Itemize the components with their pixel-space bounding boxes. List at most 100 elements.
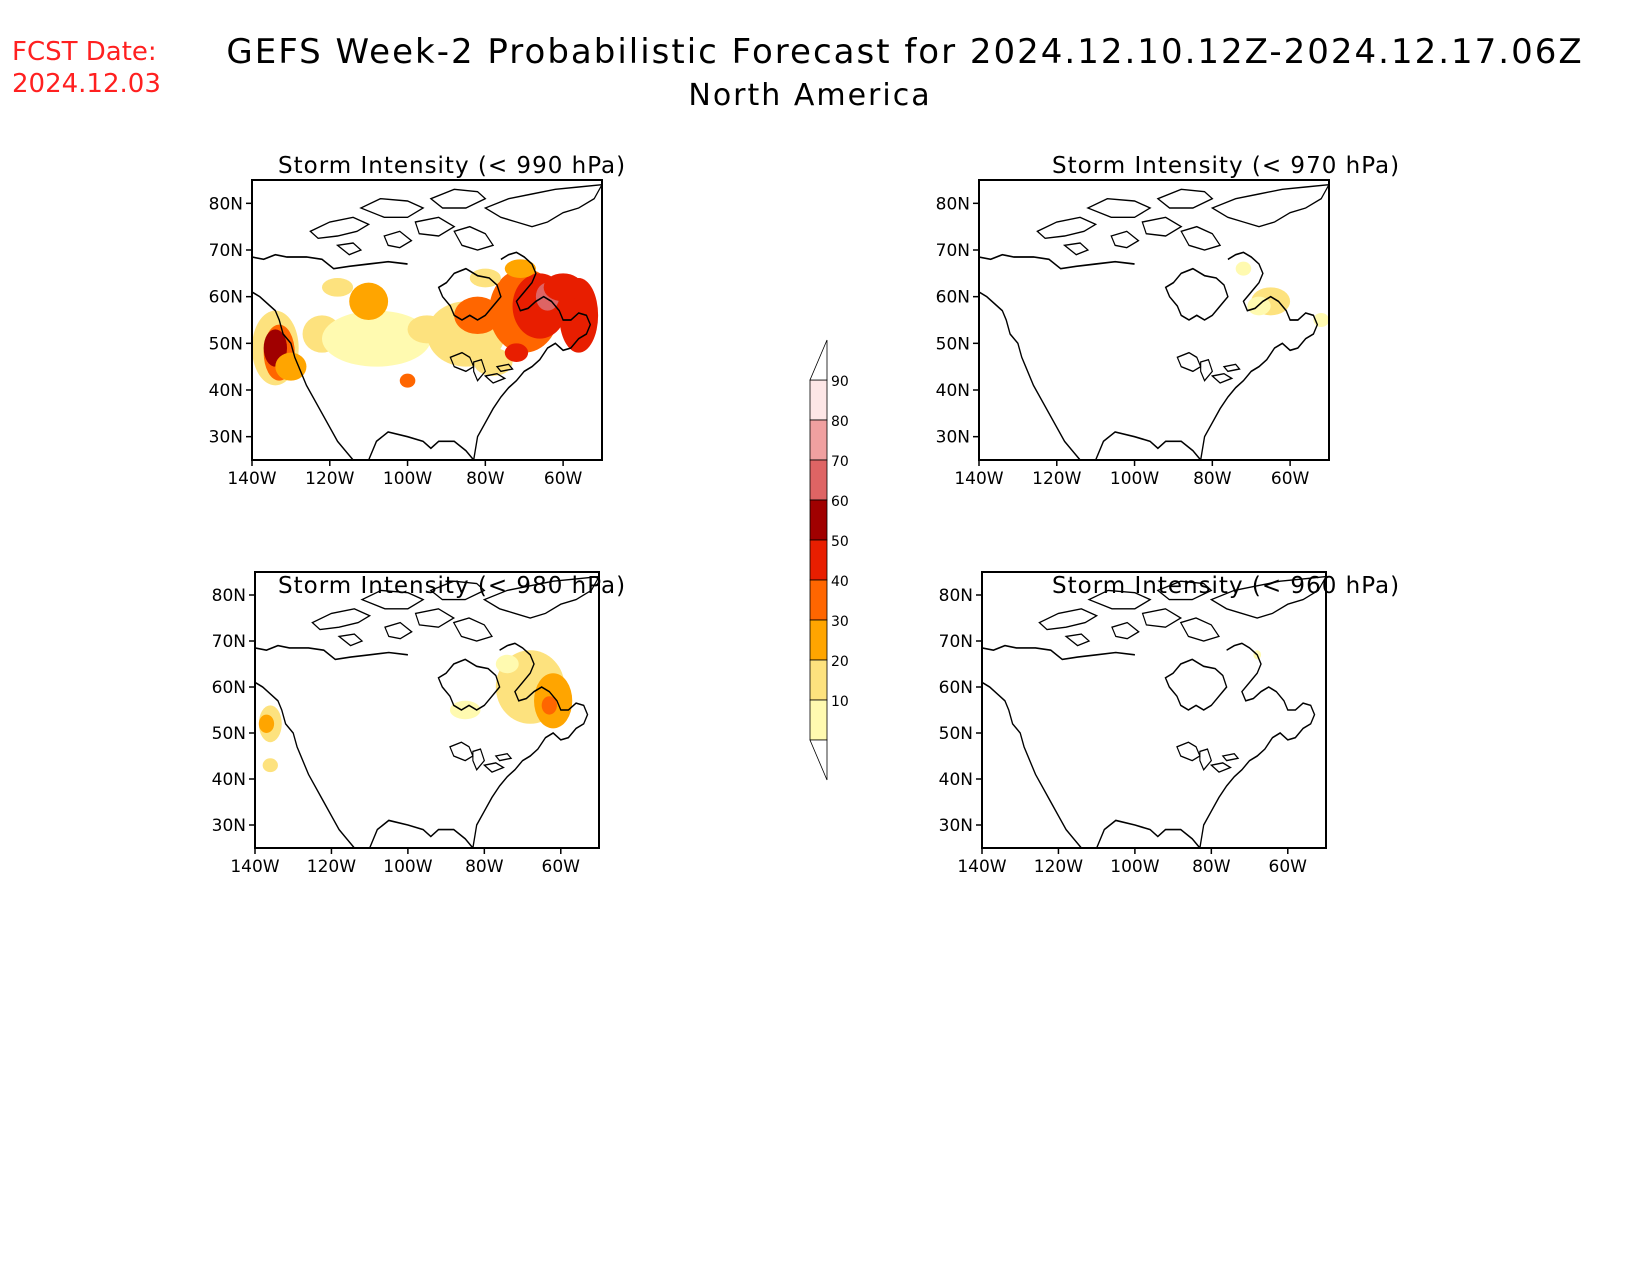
colorbar: 10 20 30 40 50 60 70 80 90: [809, 339, 849, 781]
lon-label: 140W: [957, 857, 1006, 877]
probability-shade: [543, 273, 583, 302]
lon-label: 60W: [544, 469, 583, 489]
probability-shade: [1235, 261, 1252, 276]
colorbar-segment: [809, 619, 828, 661]
lon-label: 60W: [1269, 857, 1308, 877]
fcst-date-label: FCST Date:: [12, 37, 157, 67]
probability-shade: [449, 700, 481, 720]
lat-label: 80N: [936, 194, 970, 214]
lat-label: 60N: [212, 678, 246, 698]
lon-label: 100W: [1110, 469, 1159, 489]
probability-shade: [275, 352, 307, 381]
lat-label: 50N: [212, 724, 246, 744]
lon-label: 120W: [307, 857, 356, 877]
lat-label: 50N: [936, 334, 970, 354]
lat-label: 30N: [936, 428, 970, 448]
map-frame: [978, 179, 1330, 461]
lon-label: 120W: [1032, 469, 1081, 489]
lat-label: 80N: [209, 194, 243, 214]
lat-label: 40N: [936, 381, 970, 401]
probability-shade: [349, 282, 389, 321]
region-subtitle: North America: [688, 78, 932, 113]
lon-label: 140W: [954, 469, 1003, 489]
lat-label: 80N: [939, 586, 973, 606]
lon-label: 100W: [1110, 857, 1159, 877]
panel-title-980: Storm Intensity (< 980 hPa): [278, 573, 627, 599]
colorbar-segment: [809, 699, 828, 741]
probability-shade: [541, 696, 557, 715]
probability-shade: [454, 296, 501, 335]
lat-label: 30N: [939, 816, 973, 836]
map-panel-p980: 80N 70N 60N 50N 40N 30N 140W 120W 100W 80W 60W: [212, 571, 600, 877]
colorbar-label: 10: [831, 694, 849, 710]
panel-title-960: Storm Intensity (< 960 hPa): [1052, 573, 1401, 599]
lon-label: 80W: [1192, 857, 1231, 877]
colorbar-segment: [809, 659, 828, 701]
probability-shade: [504, 259, 536, 278]
probability-shade: [399, 373, 416, 388]
colorbar-segment: [809, 579, 828, 621]
lon-label: 80W: [465, 857, 504, 877]
probability-shade: [262, 758, 278, 773]
map-frame: [981, 571, 1327, 849]
colorbar-label: 30: [831, 614, 849, 630]
lat-label: 50N: [209, 334, 243, 354]
lat-label: 70N: [212, 632, 246, 652]
colorbar-label: 80: [831, 414, 849, 430]
colorbar-segment: [809, 419, 828, 461]
lat-label: 40N: [939, 770, 973, 790]
probability-shade: [473, 348, 513, 376]
lat-label: 30N: [209, 428, 243, 448]
lat-label: 70N: [939, 632, 973, 652]
map-frame: [254, 571, 600, 849]
fcst-date-block: FCST Date: 2024.12.03: [12, 36, 161, 100]
map-panel-p990: 80N 70N 60N 50N 40N 30N 140W 120W 100W 80W 60W: [209, 179, 603, 489]
lat-label: 60N: [939, 678, 973, 698]
fcst-date-value: 2024.12.03: [12, 69, 161, 99]
lon-label: 140W: [230, 857, 279, 877]
colorbar-cap-top: [809, 339, 828, 381]
colorbar-label: 60: [831, 494, 849, 510]
lon-label: 100W: [383, 857, 432, 877]
lat-label: 50N: [939, 724, 973, 744]
lat-label: 40N: [209, 381, 243, 401]
colorbar-segment: [809, 379, 828, 421]
colorbar-segment: [809, 459, 828, 501]
probability-shade: [1247, 296, 1271, 316]
colorbar-cap-bottom: [809, 739, 828, 781]
map-panel-p960: 80N 70N 60N 50N 40N 30N 140W 120W 100W 80W 60W: [939, 571, 1327, 877]
panel-title-970: Storm Intensity (< 970 hPa): [1052, 153, 1401, 179]
colorbar-label: 70: [831, 454, 849, 470]
map-frame: [251, 179, 603, 461]
lat-label: 60N: [209, 288, 243, 308]
lon-label: 80W: [466, 469, 505, 489]
lat-label: 40N: [212, 770, 246, 790]
lat-label: 60N: [936, 288, 970, 308]
probability-shade: [258, 714, 275, 733]
probability-shade: [495, 654, 519, 674]
colorbar-label: 40: [831, 574, 849, 590]
lat-label: 30N: [212, 816, 246, 836]
probability-shade: [322, 310, 431, 367]
lon-label: 120W: [1034, 857, 1083, 877]
lon-label: 60W: [1271, 469, 1310, 489]
colorbar-segment: [809, 499, 828, 541]
map-panel-p970: 80N 70N 60N 50N 40N 30N 140W 120W 100W 80W 60W: [936, 179, 1330, 489]
probability-shade: [322, 278, 354, 297]
coastline: [982, 575, 1326, 848]
lat-label: 70N: [936, 241, 970, 261]
lon-label: 140W: [227, 469, 276, 489]
colorbar-label: 90: [831, 374, 849, 390]
lat-label: 80N: [212, 586, 246, 606]
probability-shade: [504, 343, 529, 362]
lon-label: 80W: [1193, 469, 1232, 489]
panel-title-990: Storm Intensity (< 990 hPa): [278, 153, 627, 179]
colorbar-segment: [809, 539, 828, 581]
colorbar-label: 20: [831, 654, 849, 670]
colorbar-label: 50: [831, 534, 849, 550]
lon-label: 100W: [383, 469, 432, 489]
lon-label: 60W: [542, 857, 581, 877]
main-title: GEFS Week-2 Probabilistic Forecast for 2…: [226, 32, 1584, 72]
lat-label: 70N: [209, 241, 243, 261]
